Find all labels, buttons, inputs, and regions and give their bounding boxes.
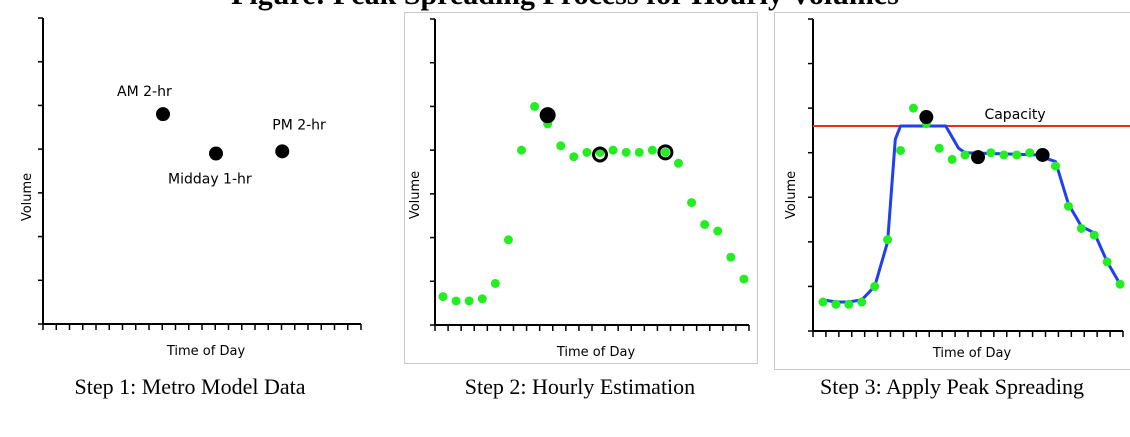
hourly-point xyxy=(582,147,592,157)
hourly-point xyxy=(595,147,605,157)
caption-step2: Step 2: Hourly Estimation xyxy=(464,374,696,399)
hourly-point xyxy=(1025,148,1035,158)
hourly-point xyxy=(503,235,513,245)
x-axis-label: Time of Day xyxy=(556,345,636,360)
point-label: AM 2-hr xyxy=(117,84,172,100)
hourly-point xyxy=(556,141,566,151)
hourly-point xyxy=(660,147,670,157)
hourly-point xyxy=(1102,257,1112,267)
hourly-point xyxy=(490,278,500,288)
hourly-point xyxy=(451,296,461,306)
hourly-point xyxy=(1076,223,1086,233)
chart-panel-step3: Time of Day Volume Capacity xyxy=(774,12,1130,370)
model-point-filled xyxy=(541,108,555,122)
hourly-point xyxy=(1063,201,1073,211)
hourly-point xyxy=(1012,150,1022,160)
hourly-point xyxy=(986,148,996,158)
model-point xyxy=(592,146,608,163)
model-point xyxy=(971,150,985,165)
hourly-point xyxy=(739,274,749,284)
model-point xyxy=(275,144,290,159)
hourly-point xyxy=(1051,161,1060,171)
hourly-point xyxy=(870,281,880,291)
page-title: Figure: Peak Spreading Process for Hourl… xyxy=(0,0,1130,12)
hourly-point xyxy=(999,150,1009,160)
hourly-point xyxy=(844,299,854,309)
hourly-point xyxy=(569,152,579,162)
model-point xyxy=(209,146,223,161)
model-point xyxy=(657,144,674,161)
chart-step2: Time of Day Volume xyxy=(408,18,750,360)
hourly-point xyxy=(477,294,487,304)
y-axis-label: Volume xyxy=(784,171,799,219)
hourly-point xyxy=(647,145,657,155)
hourly-point xyxy=(908,103,918,113)
hourly-point xyxy=(934,143,944,153)
hourly-point xyxy=(700,219,710,229)
hourly-point xyxy=(726,252,736,262)
hourly-point xyxy=(634,147,644,157)
hourly-point xyxy=(857,297,867,307)
hourly-point xyxy=(713,226,723,236)
hourly-point xyxy=(687,198,697,208)
hourly-point xyxy=(947,154,957,164)
hourly-point xyxy=(674,158,683,168)
hourly-point xyxy=(960,150,970,160)
hourly-point xyxy=(818,297,828,307)
point-label: PM 2-hr xyxy=(272,117,326,133)
chart-step3: Time of Day Volume Capacity xyxy=(784,18,1130,361)
hourly-point xyxy=(464,296,474,306)
hourly-point xyxy=(1089,230,1099,240)
hourly-point xyxy=(517,145,526,155)
chart-panel-step1: Time of Day Volume AM 2-hr Midday 1-hr PM 2-… xyxy=(9,12,371,368)
x-axis-label: Time of Day xyxy=(932,346,1012,361)
hourly-point xyxy=(438,292,448,302)
hourly-point xyxy=(608,145,618,155)
model-point xyxy=(919,110,934,125)
chart-step1: Time of Day Volume AM 2-hr Midday 1-hr PM 2-… xyxy=(20,17,362,359)
caption-step3: Step 3: Apply Peak Spreading xyxy=(820,374,1084,399)
y-axis-label: Volume xyxy=(20,173,35,221)
caption-step1: Step 1: Metro Model Data xyxy=(74,374,306,399)
point-label: Midday 1-hr xyxy=(168,172,252,188)
model-point xyxy=(156,107,170,122)
hourly-point xyxy=(530,101,540,111)
spread-line xyxy=(822,124,1122,304)
model-point xyxy=(1035,147,1050,162)
capacity-label: Capacity xyxy=(984,107,1045,123)
chart-panel-step2: Time of Day Volume xyxy=(404,12,758,364)
hourly-point xyxy=(621,147,631,157)
y-axis-label: Volume xyxy=(408,171,423,219)
hourly-point xyxy=(1115,279,1125,289)
hourly-point xyxy=(896,145,905,155)
hourly-point xyxy=(831,299,841,309)
x-axis-label: Time of Day xyxy=(166,344,246,359)
hourly-point xyxy=(883,235,893,245)
